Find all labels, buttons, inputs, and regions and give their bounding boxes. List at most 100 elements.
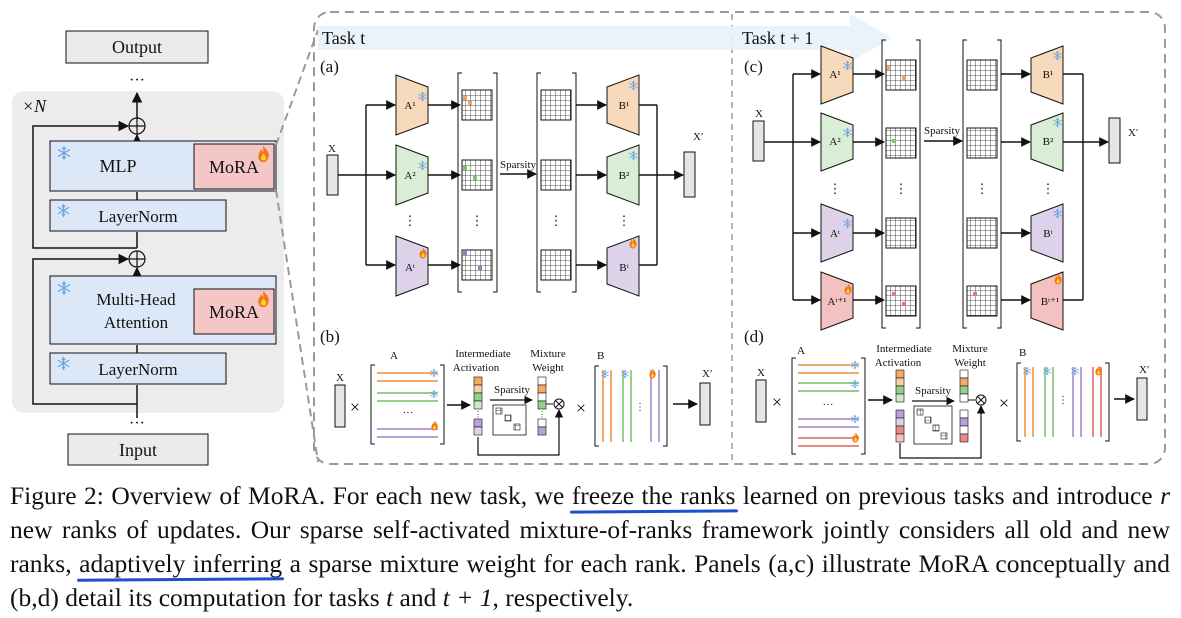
panel-b-sparsity-label: Sparsity [494,384,531,396]
panel-c-label: (c) [744,57,763,76]
caption-underline-adaptively-inferring: adaptively inferring [79,549,283,578]
panel-c-adapter-a2 [820,112,854,172]
panel-a-xout-vector [683,151,696,198]
panel-c-adapter-at1 [820,271,854,331]
panel-c-adapter-bt [1030,203,1064,263]
panel-a-activation-matrix-2 [461,159,493,191]
panel-a-x-label: X [328,143,336,155]
task-t1-header: Task t + 1 [742,28,813,48]
caption-part-6: , respectively. [492,583,634,612]
figure-caption: Figure 2: Overview of MoRA. For each new… [10,479,1170,615]
panel-a-sparsity-label: Sparsity [500,159,537,171]
panel-d-x-label: X [757,367,765,379]
panel-d-intermediate-line2: Activation [875,357,922,369]
panel-a-b2-label: B² [619,170,630,182]
panel-c-adapter-at [820,203,854,263]
panel-a-adapter-b1 [606,74,640,136]
panel-c-a-vdots: ⋮ [829,181,842,196]
panel-c-at1-label: Aᵗ⁺¹ [827,296,846,308]
panel-c-a2-label: A² [829,136,841,148]
panel-c-sparse-matrix-t [966,217,998,249]
transformer-architecture: ×N Output ··· MLP MoRA LayerNorm Multi-H… [12,30,284,466]
repeat-label: ×N [22,96,47,116]
svg-text:⋮: ⋮ [538,410,546,419]
panel-c-activation-matrix-1 [885,59,917,91]
mha-label-line1: Multi-Head [96,290,176,309]
panel-d-times-1: × [772,392,782,412]
panel-c-b1-label: B¹ [1043,69,1054,81]
panel-a-adapter-b2 [606,144,640,206]
bottom-ellipsis: ··· [129,415,145,432]
panel-b-mixture-line1: Mixture [530,348,566,360]
panel-b-intermediate-line1: Intermediate [455,348,511,360]
zoom-line-bottom [275,189,319,463]
panel-c-x-label: X [755,108,763,120]
panel-b-sparse-diagonal [492,404,527,436]
panel-b-a-label: A [390,350,398,362]
panel-a-a-vdots: ⋮ [404,213,417,228]
panel-c-adapter-a1 [820,45,854,105]
panel-c-bt-label: Bᵗ [1043,228,1052,240]
panel-a-sparse-matrix-2 [540,159,572,191]
panel-d-intermediate-line1: Intermediate [876,343,932,355]
panel-b: (b) X × A ··· Intermediate Activation ⋮ … [320,327,712,456]
caption-part-2: learned on previous tasks and introduce [735,481,1161,510]
panel-a-at-label: Aᵗ [405,262,415,274]
panel-c-sparse-matrix-1 [966,59,998,91]
panel-c-b-vdots: ⋮ [1042,181,1055,196]
panel-d-a-label: A [797,345,805,357]
panel-b-b-vdots: ⋮ [635,402,645,413]
panel-b-intermediate-line2: Activation [453,362,500,374]
panel-c-xout-label: X′ [1128,127,1138,139]
panel-c-adapter-b1 [1030,45,1064,105]
panel-d-sparse-diagonal [913,405,953,445]
panel-c-sparse-matrix-2 [966,127,998,159]
panel-b-x-vector [334,384,346,428]
panel-c-activation-matrix-t1 [885,285,917,317]
panel-d-mixture-line2: Weight [954,357,986,369]
panel-b-a-hdots: ··· [403,407,414,419]
input-box [67,433,209,466]
panel-b-x-label: X [336,372,344,384]
panel-c-matrix-vdots: ⋮ [895,181,908,196]
panel-a-activation-matrix-1 [461,89,493,121]
panel-c-sparsity-label: Sparsity [924,125,961,137]
caption-math-t-plus-1: t + 1 [442,583,493,612]
layernorm-lower-label: LayerNorm [98,360,177,379]
panel-d-a-trainable-icon [852,432,859,443]
panel-b-mixture-line2: Weight [532,362,564,374]
panel-a-label: (a) [320,57,339,76]
caption-part-1: Figure 2: Overview of MoRA. For each new… [10,481,572,510]
output-label: Output [112,37,162,57]
svg-text:⋮: ⋮ [474,410,482,419]
zoom-line-top [275,29,319,146]
panel-a-sparse-vdots: ⋮ [550,213,563,228]
panel-c: (c) X A¹ A² ⋮ Aᵗ Aᵗ⁺¹ ⋮ [744,39,1138,331]
panel-a-x-vector [326,154,339,196]
panel-d-b-vdots: ⋮ [1058,395,1068,406]
panel-d-b-label: B [1019,347,1026,359]
caption-underline-freeze-ranks: freeze the ranks [571,481,736,510]
panel-a-xout-label: X′ [693,131,703,143]
panel-d-times-2: × [999,393,1009,413]
panel-d-mixture-line1: Mixture [952,343,988,355]
panel-a-b-vdots: ⋮ [618,213,631,228]
caption-part-4: a sparse mixture weight for each rank. P… [10,549,1171,612]
panel-d-label: (d) [744,327,764,346]
panel-a-bt-label: Bᵗ [619,262,628,274]
panel-c-sparse-matrix-t1 [966,285,998,317]
caption-part-5: and [393,583,443,612]
mha-label-line2: Attention [104,313,169,332]
panel-d-intermediate-activation [895,369,905,443]
panel-d-xout-vector [1136,377,1148,421]
input-label: Input [119,440,157,460]
output-box [65,30,209,64]
task-t-header: Task t [322,28,365,48]
panel-b-a-trainable-icon [431,420,438,431]
panel-d-x-vector [755,379,767,423]
caption-math-t: t [386,583,394,612]
panel-a-adapter-at [395,235,429,297]
panel-d-sparsity-label: Sparsity [915,385,952,397]
mlp-label: MLP [99,156,136,176]
panel-a-adapter-a1 [395,74,429,136]
